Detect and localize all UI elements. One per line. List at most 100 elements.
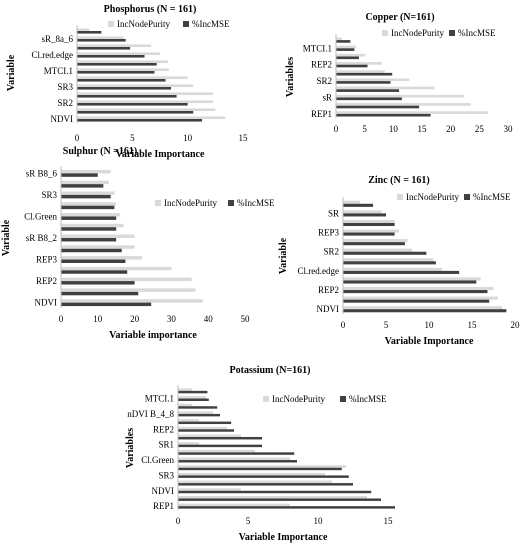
x-axis-title: Variable importance <box>109 330 197 341</box>
legend-swatch <box>263 396 269 402</box>
bar-incmse <box>336 64 368 68</box>
bar-incnodepurity <box>77 52 160 55</box>
bar-incnodepurity <box>61 299 203 303</box>
y-axis-title: Variable <box>1 219 12 256</box>
category-label: REP1 <box>311 109 332 119</box>
legend-swatch <box>449 30 455 36</box>
bar-incmse <box>343 280 477 284</box>
bar-incnodepurity <box>336 86 435 90</box>
bar-incmse <box>178 421 232 425</box>
bar-incnodepurity <box>77 108 216 111</box>
bar-incnodepurity <box>336 62 382 65</box>
bar-incnodepurity <box>61 277 192 282</box>
category-label: SR2 <box>323 247 339 257</box>
bar-incmse <box>61 184 104 188</box>
bar-incmse <box>77 47 131 50</box>
chart-title: Copper (N=161) <box>365 12 434 23</box>
bar-incmse <box>343 232 395 236</box>
category-label: Cl.red.edge <box>32 50 73 60</box>
bar-incnodepurity <box>178 465 346 468</box>
bar-incnodepurity <box>178 457 290 461</box>
bar-incmse <box>178 429 234 432</box>
bar-incmse <box>77 71 155 74</box>
bar-incmse <box>61 248 122 253</box>
chart-panel-2: Copper (N=161) REP1 sR SR2 REP2 MTCI.1 0 5 10 15 2… <box>285 12 513 134</box>
bar-incnodepurity <box>178 411 213 414</box>
bar-incnodepurity <box>336 78 410 82</box>
bar-incmse <box>61 238 117 242</box>
bar-incmse <box>61 216 117 220</box>
chart-panel-4: Zinc (N = 161) NDVI REP2 Cl.red.edge SR2 REP3… <box>278 175 520 347</box>
bar-incmse <box>61 194 111 199</box>
bar-incnodepurity <box>77 68 169 71</box>
chart-panel-3: Sulphur (N =161) NDVI REP2 REP3 sR B8_2 Cl.Gr… <box>1 146 275 341</box>
bar-incmse <box>336 48 355 51</box>
bar-incnodepurity <box>77 28 90 31</box>
bar-incnodepurity <box>178 449 255 453</box>
category-label: REP2 <box>318 285 339 295</box>
category-label: Cl.Green <box>141 455 174 465</box>
bar-incmse <box>336 81 391 84</box>
bar-incmse <box>343 222 395 227</box>
bar-incmse <box>178 483 353 486</box>
category-label: SR2 <box>57 98 73 108</box>
x-tick-label: 0 <box>341 320 346 330</box>
bar-incnodepurity <box>178 434 241 437</box>
legend-entry: IncNodePurity <box>391 28 444 38</box>
category-label: NDVI <box>35 298 58 308</box>
bar-incnodepurity <box>343 286 494 291</box>
x-tick-label: 10 <box>314 516 324 526</box>
legend-entry: IncNodePurity <box>406 192 459 202</box>
category-label: NDVI <box>152 486 175 496</box>
bar-incnodepurity <box>61 202 117 206</box>
bar-incnodepurity <box>343 229 399 233</box>
category-label: sR <box>322 93 332 103</box>
x-tick-label: 5 <box>384 320 389 330</box>
bar-incnodepurity <box>61 256 142 260</box>
bar-incmse <box>343 203 374 207</box>
x-tick-label: 10 <box>183 133 193 143</box>
bar-incnodepurity <box>343 210 382 214</box>
bar-incnodepurity <box>61 266 172 271</box>
bar-incmse <box>61 205 115 210</box>
bar-incmse <box>77 39 126 42</box>
category-label: REP2 <box>153 424 174 434</box>
bar-incnodepurity <box>336 111 488 114</box>
x-tick-label: 5 <box>130 133 135 143</box>
category-label: SR <box>328 208 339 218</box>
bar-incnodepurity <box>336 94 464 98</box>
legend-entry: %IncMSE <box>237 198 275 208</box>
x-tick-label: 0 <box>59 314 64 324</box>
bar-incmse <box>336 56 359 60</box>
bar-incmse <box>343 270 460 274</box>
x-tick-label: 10 <box>93 314 103 324</box>
bar-incmse <box>178 498 381 501</box>
bar-incnodepurity <box>77 92 214 95</box>
bar-incmse <box>77 31 102 34</box>
x-tick-label: 30 <box>167 314 177 324</box>
bar-incnodepurity <box>77 84 194 87</box>
bar-incmse <box>343 213 386 217</box>
bar-incmse <box>343 290 488 294</box>
category-label: SR3 <box>57 82 73 92</box>
bar-incnodepurity <box>61 169 111 174</box>
x-tick-label: 10 <box>425 320 435 330</box>
chart-title: Potassium (N=161) <box>230 365 311 376</box>
bar-incnodepurity <box>343 258 434 262</box>
bar-incnodepurity <box>61 245 135 249</box>
legend-swatch <box>464 194 470 200</box>
legend-entry: IncNodePurity <box>164 198 217 208</box>
bar-incmse <box>178 406 218 409</box>
bar-incnodepurity <box>77 76 188 79</box>
bar-incmse <box>61 281 135 285</box>
x-tick-label: 15 <box>239 133 249 143</box>
bar-incmse <box>61 173 98 177</box>
bar-incnodepurity <box>343 219 395 223</box>
category-label: MTCI.1 <box>44 66 73 76</box>
bar-incmse <box>343 299 490 303</box>
bar-incnodepurity <box>77 60 168 63</box>
x-axis-title: Variable Importance <box>385 336 474 347</box>
chart-title: Sulphur (N =161) <box>63 146 137 157</box>
x-tick-label: 0 <box>75 133 80 143</box>
